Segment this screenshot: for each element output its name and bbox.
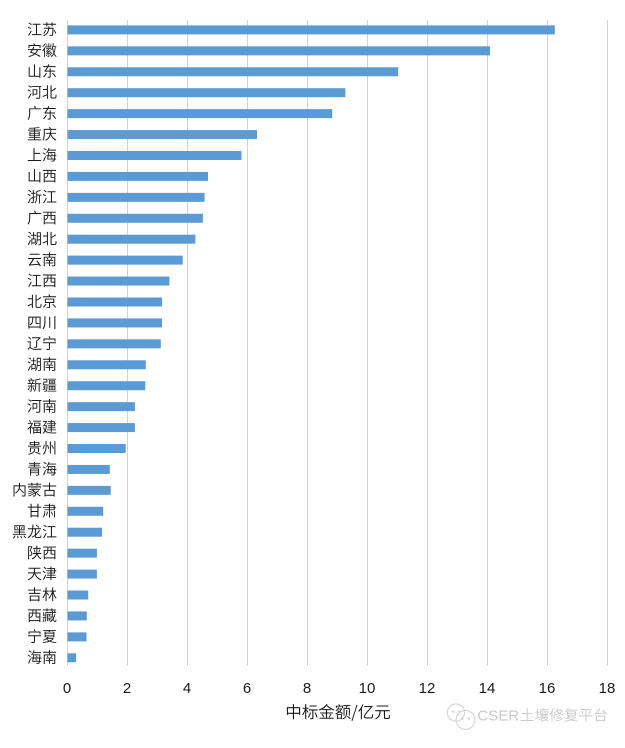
svg-text:12: 12 [419,680,436,697]
svg-text:8: 8 [303,680,311,697]
svg-text:14: 14 [479,680,496,697]
svg-text:16: 16 [539,680,556,697]
svg-text:10: 10 [359,680,376,697]
svg-text:2: 2 [123,680,131,697]
svg-text:18: 18 [599,680,616,697]
svg-text:0: 0 [63,680,71,697]
svg-text:4: 4 [183,680,191,697]
svg-text:6: 6 [243,680,251,697]
svg-text:CSER: CSER [477,708,519,725]
